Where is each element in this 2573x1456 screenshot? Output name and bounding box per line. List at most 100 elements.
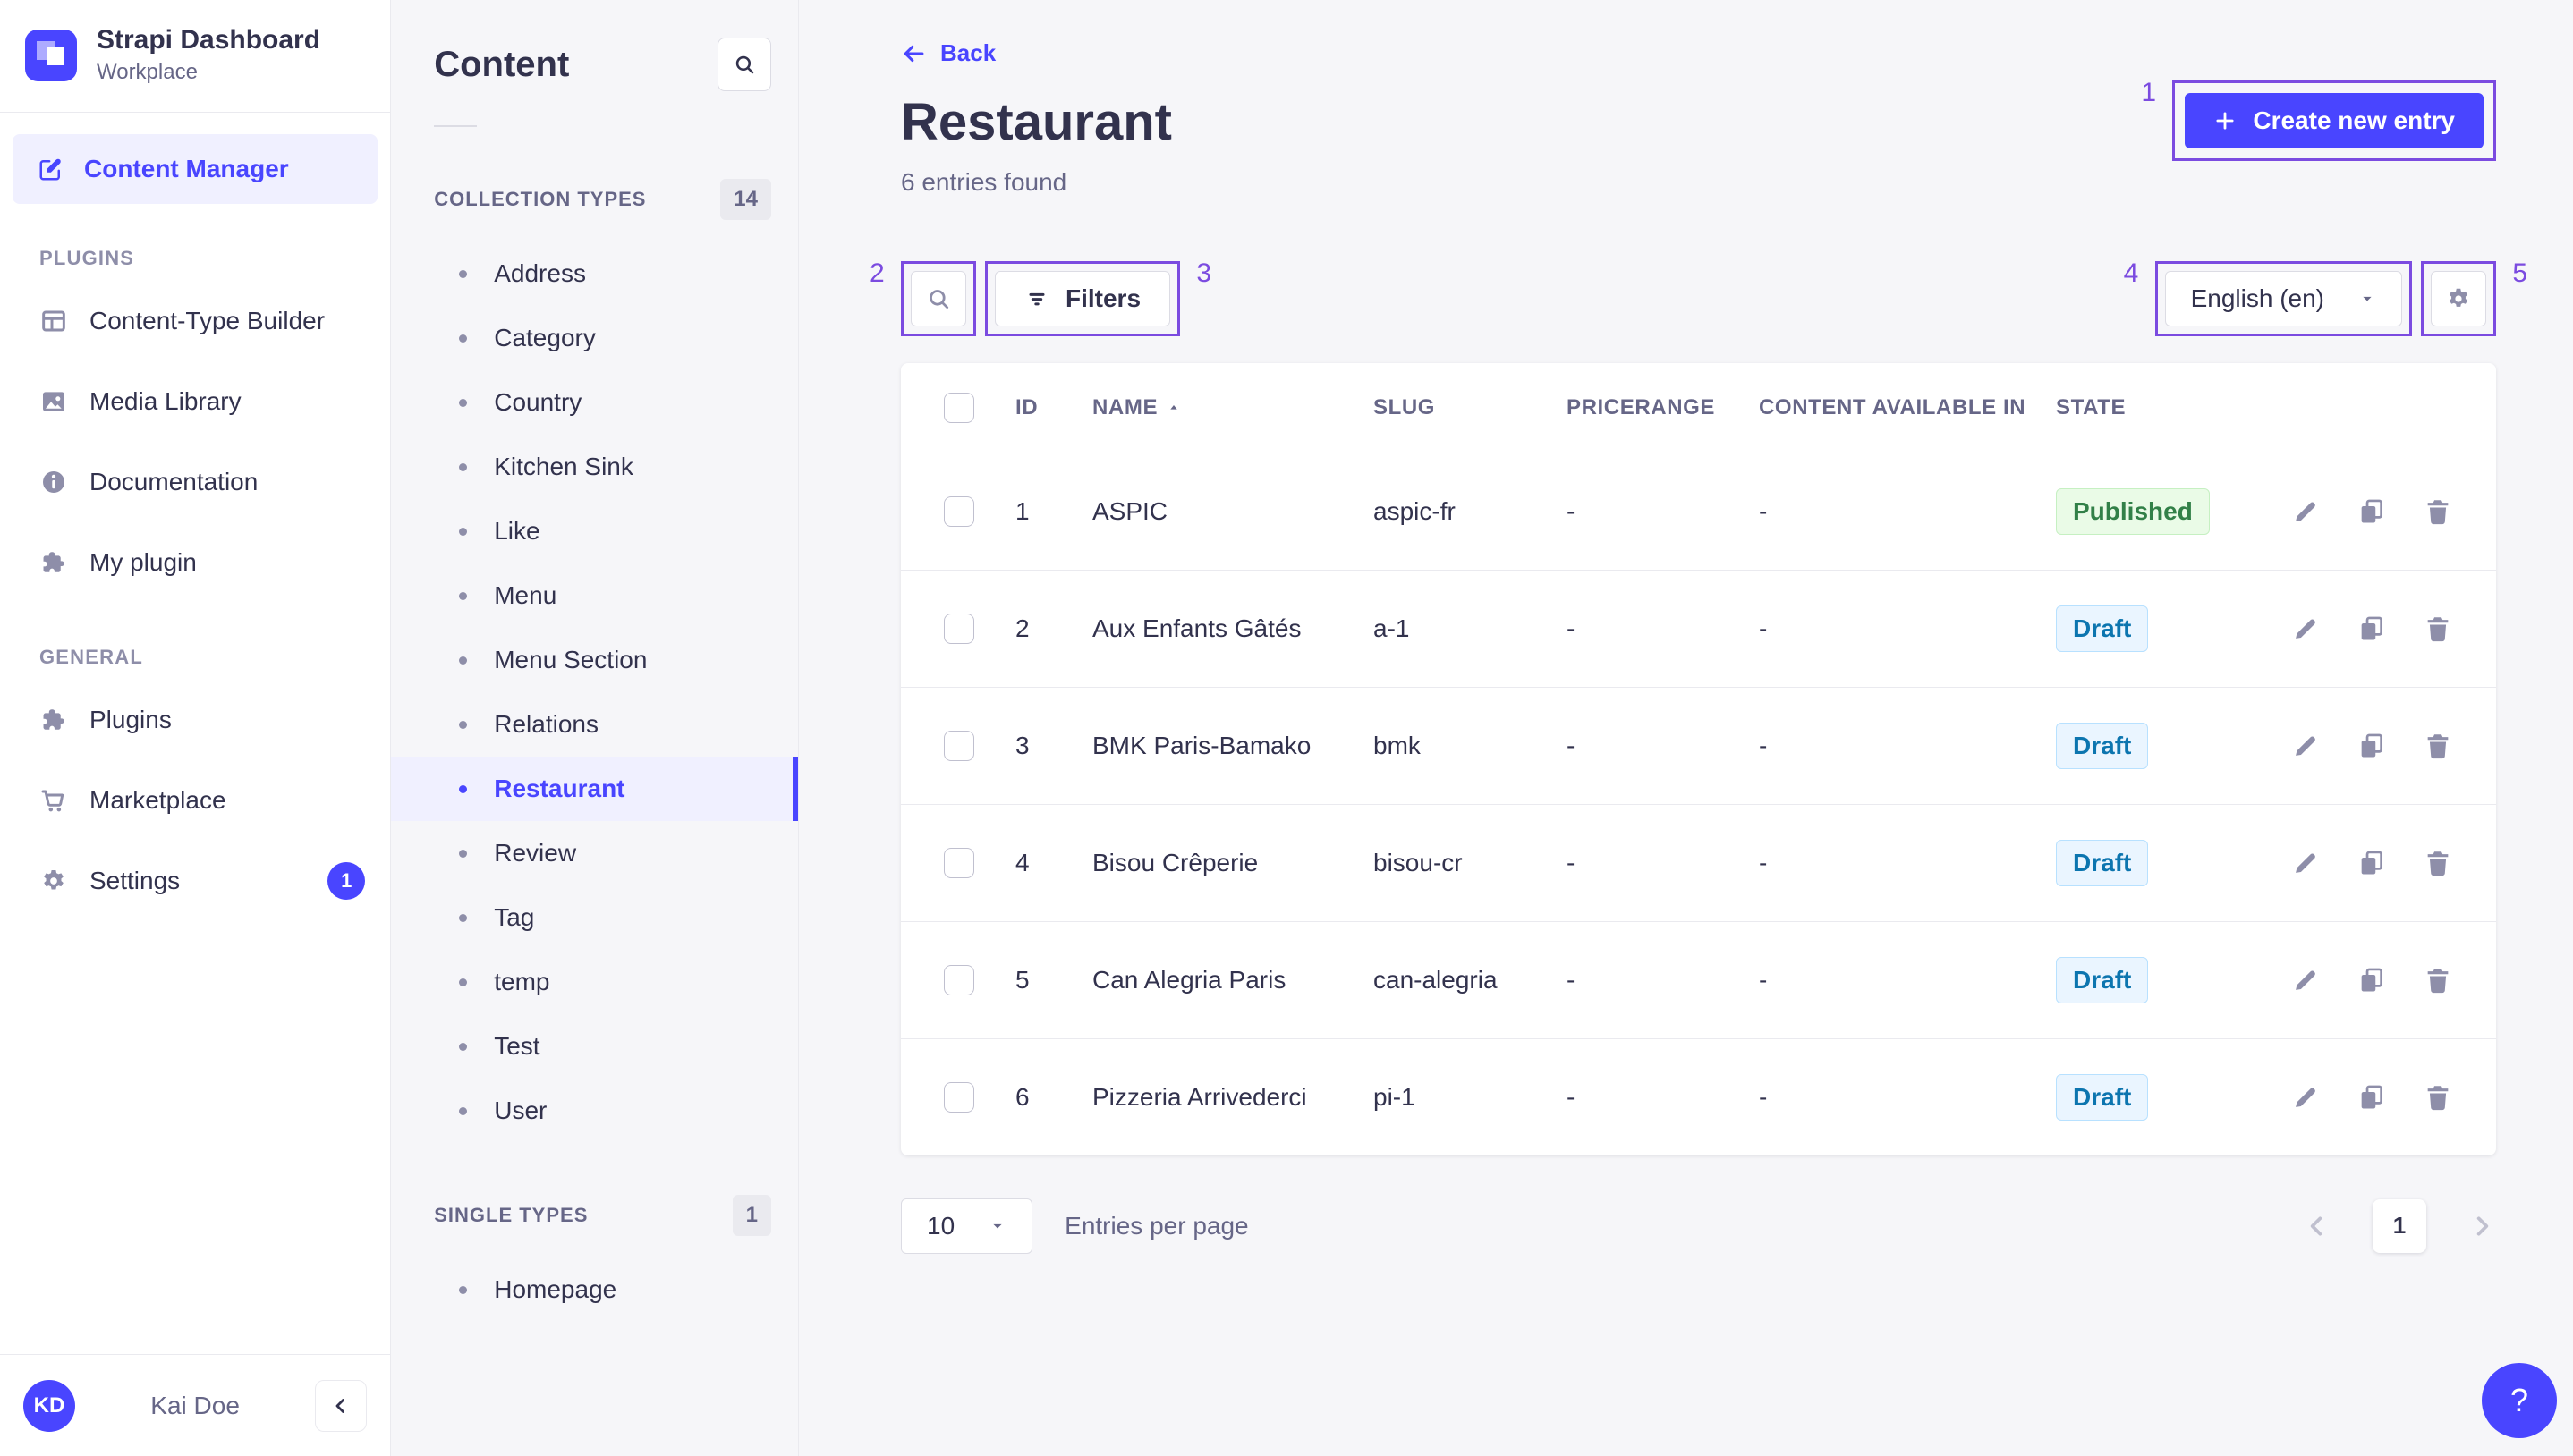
duplicate-row-button[interactable] — [2356, 614, 2387, 644]
cell-name: Pizzeria Arrivederci — [1092, 1082, 1307, 1111]
sidebar-item-marketplace[interactable]: Marketplace — [0, 760, 390, 841]
table-row[interactable]: 6 Pizzeria Arrivederci pi-1 - - Draft — [901, 1037, 2496, 1155]
annotation-number: 2 — [870, 258, 885, 288]
cell-id: 5 — [1015, 965, 1030, 994]
sidebar-item-content-type-builder[interactable]: Content-Type Builder — [0, 281, 390, 361]
previous-page-button[interactable] — [2303, 1212, 2331, 1240]
create-new-entry-button[interactable]: Create new entry — [2185, 93, 2484, 148]
delete-row-button[interactable] — [2423, 731, 2453, 761]
back-link[interactable]: Back — [901, 39, 996, 67]
sidebar-sections: PLUGINS Content-Type Builder Media Library… — [0, 204, 390, 921]
row-checkbox[interactable] — [944, 964, 974, 995]
sidebar-item-settings[interactable]: Settings 1 — [0, 841, 390, 921]
subnav-item-label: Menu — [494, 581, 557, 609]
sidebar-item-plugins[interactable]: Plugins — [0, 680, 390, 760]
select-all-checkbox[interactable] — [944, 392, 974, 423]
cart-icon — [39, 786, 68, 815]
edit-row-button[interactable] — [2290, 965, 2321, 995]
avatar[interactable]: KD — [23, 1379, 75, 1432]
sidebar-user-footer: KD Kai Doe — [0, 1354, 391, 1456]
table-row[interactable]: 5 Can Alegria Paris can-alegria - - Draft — [901, 920, 2496, 1038]
cell-id: 2 — [1015, 614, 1030, 642]
pencil-icon — [2290, 731, 2321, 761]
delete-row-button[interactable] — [2423, 965, 2453, 995]
duplicate-row-button[interactable] — [2356, 848, 2387, 878]
edit-square-icon — [38, 156, 64, 182]
row-checkbox[interactable] — [944, 730, 974, 761]
duplicate-row-button[interactable] — [2356, 731, 2387, 761]
subnav-item-country[interactable]: Country — [391, 370, 798, 435]
page-size-select[interactable]: 10 — [901, 1198, 1033, 1254]
row-checkbox[interactable] — [944, 1081, 974, 1113]
edit-row-button[interactable] — [2290, 848, 2321, 878]
subnav-item-relations[interactable]: Relations — [391, 692, 798, 757]
subnav-item-homepage[interactable]: Homepage — [391, 1257, 798, 1322]
subnav-search-button[interactable] — [718, 38, 771, 91]
row-checkbox[interactable] — [944, 847, 974, 878]
annotation-box-settings: 5 — [2421, 258, 2527, 336]
entries-count: 6 entries found — [901, 167, 1067, 196]
delete-row-button[interactable] — [2423, 496, 2453, 527]
next-page-button[interactable] — [2467, 1212, 2496, 1240]
table-row[interactable]: 4 Bisou Crêperie bisou-cr - - Draft — [901, 803, 2496, 921]
duplicate-row-button[interactable] — [2356, 496, 2387, 527]
subnav-item-label: temp — [494, 968, 550, 995]
edit-row-button[interactable] — [2290, 731, 2321, 761]
bullet-icon — [459, 1285, 468, 1294]
table-row[interactable]: 2 Aux Enfants Gâtés a-1 - - Draft — [901, 569, 2496, 687]
bullet-icon — [459, 720, 468, 729]
cell-slug: aspic-fr — [1373, 496, 1456, 525]
sidebar-item-content-manager[interactable]: Content Manager — [13, 134, 378, 204]
subnav-item-restaurant[interactable]: Restaurant — [391, 757, 798, 821]
page-number-button[interactable]: 1 — [2373, 1198, 2426, 1253]
subnav-item-user[interactable]: User — [391, 1079, 798, 1143]
subnav-item-menu-section[interactable]: Menu Section — [391, 628, 798, 692]
chevron-left-icon — [2303, 1212, 2331, 1240]
column-header-name[interactable]: NAME — [1092, 395, 1373, 420]
column-header-state[interactable]: STATE — [2056, 394, 2127, 419]
subnav-item-address[interactable]: Address — [391, 241, 798, 306]
row-checkbox[interactable] — [944, 613, 974, 644]
edit-row-button[interactable] — [2290, 614, 2321, 644]
column-header-content-available-in[interactable]: CONTENT AVAILABLE IN — [1759, 394, 2026, 419]
edit-row-button[interactable] — [2290, 496, 2321, 527]
column-header-slug[interactable]: SLUG — [1373, 394, 1436, 419]
row-checkbox[interactable] — [944, 495, 974, 527]
subnav-item-temp[interactable]: temp — [391, 950, 798, 1014]
trash-icon — [2423, 965, 2453, 995]
sidebar-collapse-button[interactable] — [315, 1379, 368, 1432]
delete-row-button[interactable] — [2423, 1082, 2453, 1113]
cell-name: BMK Paris-Bamako — [1092, 731, 1312, 759]
table-row[interactable]: 1 ASPIC aspic-fr - - Published — [901, 452, 2496, 570]
subnav-item-menu[interactable]: Menu — [391, 563, 798, 628]
subnav-item-category[interactable]: Category — [391, 306, 798, 370]
locale-select[interactable]: English (en) — [2164, 270, 2402, 326]
subnav-item-test[interactable]: Test — [391, 1014, 798, 1079]
cell-slug: can-alegria — [1373, 965, 1498, 994]
delete-row-button[interactable] — [2423, 848, 2453, 878]
subnav-item-tag[interactable]: Tag — [391, 885, 798, 950]
delete-row-button[interactable] — [2423, 614, 2453, 644]
annotation-box-locale: 4 English (en) — [2124, 258, 2412, 336]
sidebar-item-my-plugin[interactable]: My plugin — [0, 522, 390, 603]
subnav-item-review[interactable]: Review — [391, 821, 798, 885]
search-button[interactable] — [911, 270, 966, 326]
sidebar-item-media-library[interactable]: Media Library — [0, 361, 390, 442]
filters-button[interactable]: Filters — [995, 270, 1171, 326]
help-button[interactable]: ? — [2482, 1363, 2557, 1438]
edit-row-button[interactable] — [2290, 1082, 2321, 1113]
table-row[interactable]: 3 BMK Paris-Bamako bmk - - Draft — [901, 686, 2496, 804]
duplicate-row-button[interactable] — [2356, 965, 2387, 995]
sidebar-item-documentation[interactable]: Documentation — [0, 442, 390, 522]
subnav-item-like[interactable]: Like — [391, 499, 798, 563]
layout-icon — [39, 307, 68, 335]
column-header-pricerange[interactable]: PRICERANGE — [1567, 394, 1716, 419]
caret-down-icon — [2358, 290, 2376, 308]
subnav-item-kitchen-sink[interactable]: Kitchen Sink — [391, 435, 798, 499]
cell-content-available-in: - — [1759, 848, 1768, 876]
view-settings-button[interactable] — [2431, 270, 2486, 326]
workspace-brand[interactable]: Strapi Dashboard Workplace — [0, 0, 391, 113]
subnav-item-label: Country — [494, 388, 582, 416]
duplicate-row-button[interactable] — [2356, 1082, 2387, 1113]
column-header-id[interactable]: ID — [1015, 394, 1039, 419]
